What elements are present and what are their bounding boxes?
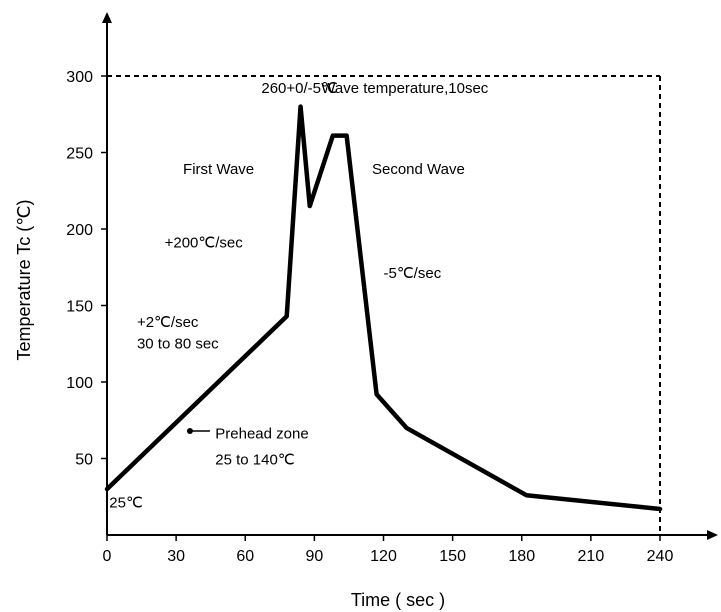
series-layer — [104, 104, 663, 512]
chart-frame — [102, 12, 718, 540]
annotation-label: 30 to 80 sec — [137, 335, 219, 352]
x-tick-label: 120 — [370, 548, 397, 565]
y-tick-label: 100 — [66, 375, 93, 392]
y-tick-label: 150 — [66, 299, 93, 316]
annotation-label: Prehead zone — [215, 426, 308, 443]
annotation-label: 25℃ — [109, 494, 143, 511]
x-tick-label: 240 — [647, 548, 674, 565]
x-tick-label: 60 — [236, 548, 254, 565]
y-tick-label: 300 — [66, 69, 93, 86]
x-tick-label: 90 — [305, 548, 323, 565]
annotation-label: -5℃/sec — [384, 265, 442, 282]
annotation-label: +2℃/sec — [137, 314, 199, 331]
annotation-label: 25 to 140℃ — [215, 452, 294, 469]
annotation-label: First Wave — [183, 161, 254, 178]
x-tick-label: 150 — [439, 548, 466, 565]
annotation-label: 260+0/-5℃ — [261, 80, 337, 97]
y-axis-arrow — [102, 12, 112, 23]
x-axis-title: Time ( sec ) — [351, 590, 445, 610]
annotation-label: Wave temperature,10sec — [321, 80, 489, 97]
x-tick-label: 180 — [508, 548, 535, 565]
y-tick-label: 250 — [66, 146, 93, 163]
x-tick-label: 0 — [103, 548, 112, 565]
y-axis-title: Temperature Tc (℃) — [14, 200, 34, 361]
x-axis-ticks: 0 30 60 90 120 150 180 210 240 — [103, 535, 674, 565]
x-axis-arrow — [707, 530, 718, 540]
annotation-label: +200℃/sec — [165, 234, 244, 251]
annotation-label: Second Wave — [372, 161, 465, 178]
x-tick-label: 30 — [167, 548, 185, 565]
y-tick-label: 200 — [66, 222, 93, 239]
y-axis-ticks: 50 100 150 200 250 300 — [66, 69, 107, 469]
temperature-profile-line — [104, 104, 663, 512]
x-tick-label: 210 — [578, 548, 605, 565]
y-tick-label: 50 — [75, 452, 93, 469]
